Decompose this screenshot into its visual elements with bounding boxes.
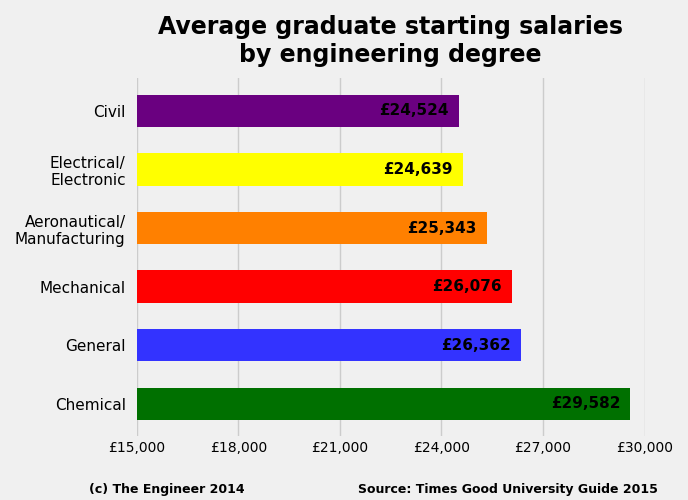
Bar [137,388,630,420]
Title: Average graduate starting salaries
by engineering degree: Average graduate starting salaries by en… [158,15,623,67]
Text: £26,362: £26,362 [442,338,511,352]
Bar [137,94,459,127]
Bar [137,154,463,186]
Text: (c) The Engineer 2014: (c) The Engineer 2014 [89,482,245,496]
Bar [137,270,512,302]
Text: £24,524: £24,524 [380,104,449,118]
Text: Source: Times Good University Guide 2015: Source: Times Good University Guide 2015 [358,482,658,496]
Bar [137,212,487,244]
Bar [137,329,522,362]
Text: £24,639: £24,639 [383,162,453,177]
Text: £26,076: £26,076 [432,279,502,294]
Text: £29,582: £29,582 [550,396,620,411]
Text: £25,343: £25,343 [407,220,477,236]
